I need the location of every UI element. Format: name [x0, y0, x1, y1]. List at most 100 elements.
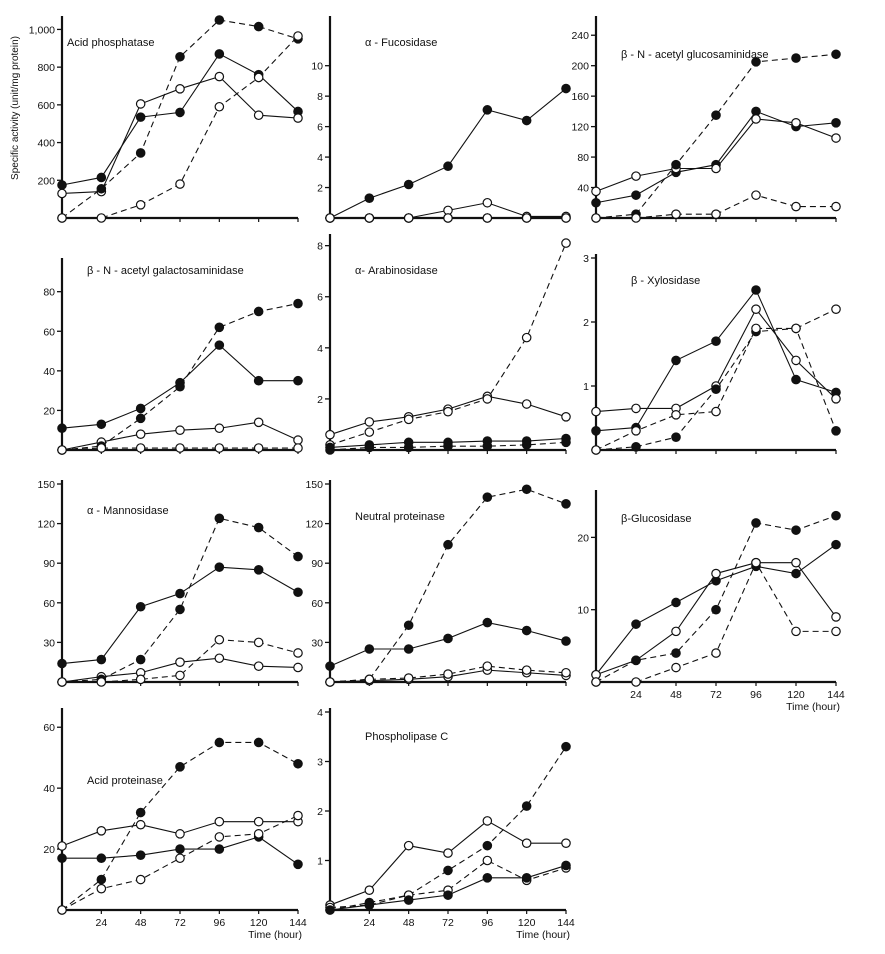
data-point [591, 186, 601, 197]
data-point [96, 853, 107, 864]
data-point [135, 112, 146, 122]
y-tick-label: 800 [37, 62, 55, 74]
data-point [135, 654, 146, 665]
y-tick-label: 40 [577, 183, 589, 195]
y-tick-label: 90 [311, 558, 323, 570]
x-axis-label: Time (hour) [248, 929, 302, 941]
data-point [711, 604, 721, 615]
data-point [751, 285, 761, 295]
data-point [175, 84, 185, 94]
chart-title: β - N - acetyl glucosaminidase [621, 49, 769, 61]
data-point [253, 661, 264, 671]
data-point [831, 425, 841, 436]
data-point [293, 375, 303, 386]
y-tick-label: 10 [311, 61, 323, 73]
data-point [791, 323, 801, 334]
series-line [595, 118, 837, 192]
data-point [403, 442, 414, 453]
data-point [482, 213, 493, 223]
chart-title: Neutral proteinase [355, 511, 445, 523]
chart-title: α- Arabinosidase [355, 265, 438, 277]
data-point [364, 885, 375, 895]
x-tick-label: 24 [630, 689, 642, 701]
data-point [214, 562, 225, 572]
data-point [561, 498, 571, 509]
y-tick-label: 200 [37, 175, 55, 187]
data-point [135, 850, 146, 860]
data-point [521, 625, 532, 636]
data-point [135, 601, 146, 612]
x-tick-label: 24 [95, 917, 107, 929]
data-point [403, 840, 414, 851]
data-point [591, 425, 601, 436]
data-point [214, 443, 225, 453]
data-point [364, 427, 375, 437]
data-point [135, 443, 146, 453]
data-point [403, 620, 414, 631]
data-point [791, 118, 801, 128]
data-point [96, 825, 107, 836]
data-point [671, 409, 681, 420]
data-point [671, 648, 681, 658]
data-point [521, 115, 532, 126]
data-point [293, 113, 303, 123]
data-point [561, 860, 571, 871]
data-point [57, 841, 67, 851]
data-point [253, 829, 264, 839]
chart-panel-8: 30 60 90 120 150 Neutral proteinase [305, 479, 571, 687]
data-point [711, 209, 721, 219]
x-tick-label: 48 [403, 917, 415, 929]
x-tick-label: 120 [518, 917, 536, 929]
y-tick-label: 3 [583, 253, 589, 265]
data-point [214, 634, 225, 645]
data-point [711, 163, 721, 174]
data-point [135, 403, 146, 414]
y-tick-label: 1 [317, 856, 323, 868]
y-tick-label: 60 [43, 326, 55, 338]
data-point [831, 510, 841, 521]
data-point [175, 425, 185, 436]
data-point [711, 110, 721, 120]
data-point [591, 445, 601, 455]
y-tick-label: 4 [317, 343, 323, 355]
x-tick-label: 120 [787, 689, 805, 701]
chart-title: β-Glucosidase [621, 513, 692, 525]
data-point [214, 816, 225, 827]
data-point [521, 801, 532, 811]
data-point [482, 441, 493, 451]
data-point [671, 626, 681, 637]
data-point [521, 213, 532, 223]
data-point [175, 670, 185, 681]
data-point [561, 238, 571, 248]
y-tick-label: 4 [317, 707, 323, 719]
data-point [293, 31, 303, 41]
data-point [96, 183, 107, 194]
data-point [791, 53, 801, 63]
y-tick-label: 120 [305, 519, 323, 531]
data-point [135, 200, 146, 210]
data-point [791, 374, 801, 385]
y-tick-label: 20 [43, 844, 55, 856]
data-point [96, 654, 107, 665]
x-tick-label: 96 [213, 917, 225, 929]
data-point [751, 323, 761, 334]
data-point [751, 304, 761, 314]
data-point [214, 15, 225, 25]
data-point [831, 118, 841, 128]
chart-panel-6: 1 2 3 β - Xylosidase [583, 253, 841, 455]
data-point [671, 209, 681, 219]
data-point [521, 665, 532, 675]
data-point [831, 626, 841, 637]
data-point [364, 417, 375, 427]
chart-title: α - Mannosidase [87, 505, 169, 517]
data-point [561, 411, 571, 422]
data-point [482, 492, 493, 502]
data-point [214, 832, 225, 842]
data-point [57, 188, 67, 199]
y-tick-label: 240 [571, 30, 589, 42]
data-point [293, 859, 303, 870]
data-point [253, 564, 264, 575]
data-point [482, 873, 493, 883]
